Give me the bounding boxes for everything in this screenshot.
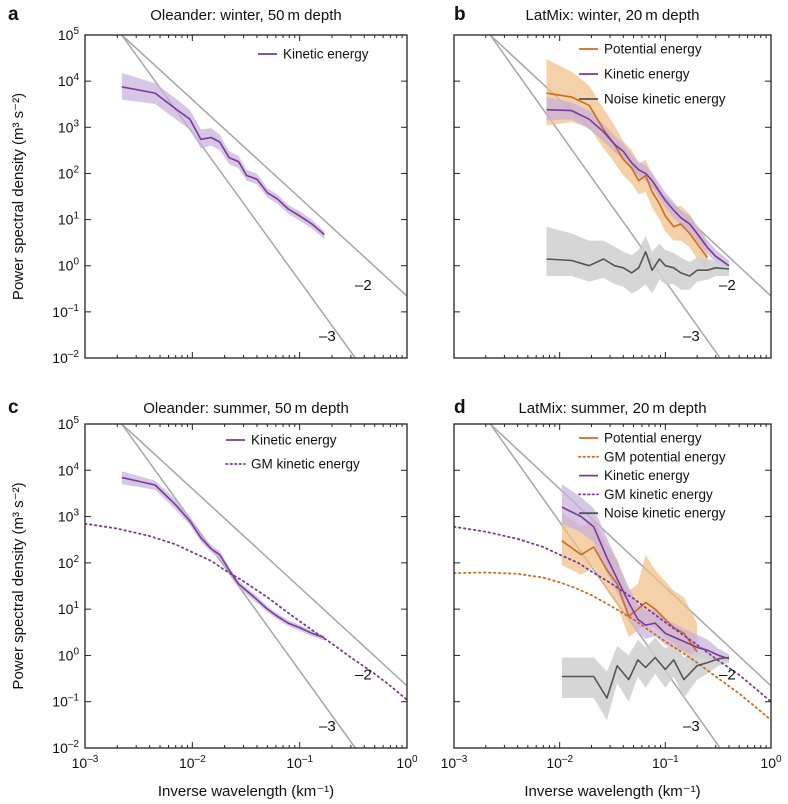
legend-entry: GM kinetic energy	[251, 457, 360, 472]
y-tick-label: 104	[58, 72, 80, 89]
panel-label: d	[454, 397, 466, 418]
y-tick-label: 104	[58, 461, 80, 478]
y-tick-label: 101	[58, 600, 80, 617]
axes-frame	[453, 34, 772, 359]
legend-entry: Noise kinetic energy	[604, 92, 726, 107]
y-tick-label: 103	[58, 508, 80, 525]
legend-entry: Kinetic energy	[604, 67, 690, 82]
legend: Potential energy Kinetic energy Noise kine…	[579, 42, 726, 107]
legend-entry: GM kinetic energy	[604, 487, 713, 502]
legend: Potential energy GM potential energy Kinet…	[578, 431, 726, 521]
panel-label: c	[8, 397, 19, 418]
slope-label-minus3: –3	[683, 718, 700, 735]
y-tick-label: 10–1	[52, 303, 79, 320]
panel-a: 105 104 103 102 101 100 10–1 10–2 a Oleander: win…	[8, 4, 408, 366]
axes-frame	[453, 423, 772, 749]
x-axis-label: Inverse wavelength (km⁻¹)	[524, 783, 700, 800]
slope-label-minus2: –2	[355, 667, 372, 684]
y-tick-label: 10–1	[52, 693, 79, 710]
band-noise-kinetic-energy	[561, 637, 729, 721]
panel-title: LatMix: summer, 20 m depth	[518, 400, 706, 417]
legend-entry: Potential energy	[604, 431, 702, 446]
y-tick-label: 103	[58, 118, 80, 135]
series-kinetic-energy	[546, 108, 730, 267]
slope-label-minus2: –2	[719, 277, 736, 294]
band-kinetic-energy	[121, 73, 325, 239]
y-tick-label: 101	[58, 211, 80, 228]
plot-area	[489, 35, 771, 358]
reference-line-slope-minus2	[121, 35, 407, 297]
panel-title: Oleander: winter, 50 m depth	[150, 7, 341, 24]
series-gm-kinetic-energy	[85, 522, 407, 701]
ticks	[84, 423, 408, 749]
y-axis-label: Power spectral density (m³ s⁻²)	[10, 482, 27, 689]
y-tick-label: 100	[58, 646, 80, 663]
slope-label-minus3: –3	[683, 328, 700, 345]
x-axis-label: Inverse wavelength (km⁻¹)	[158, 783, 334, 800]
series-gm-potential-energy	[454, 571, 771, 721]
ticks	[453, 34, 772, 359]
legend-entry: Kinetic energy	[604, 468, 690, 483]
legend: Kinetic energy GM kinetic energy	[225, 433, 360, 472]
reference-line-slope-minus2	[489, 424, 771, 687]
legend-entry: GM potential energy	[604, 449, 726, 464]
x-tick-label: 10–3	[72, 754, 99, 771]
series-noise-kinetic-energy	[561, 656, 730, 699]
reference-line-slope-minus3	[489, 35, 721, 358]
y-tick-label: 10–2	[52, 739, 79, 756]
y-tick-label: 100	[58, 257, 80, 274]
panel-label: a	[8, 4, 19, 25]
y-tick-label: 102	[58, 554, 80, 571]
x-tick-label: 10–2	[179, 754, 206, 771]
band-noise-kinetic-energy	[546, 226, 729, 294]
panel-label: b	[454, 4, 466, 25]
series-gm-kinetic-energy	[454, 525, 771, 703]
x-tick-label: 100	[396, 754, 418, 771]
slope-label-minus2: –2	[355, 277, 372, 294]
legend: Kinetic energy	[258, 47, 369, 62]
plot-area	[85, 424, 407, 748]
slope-label-minus3: –3	[319, 718, 336, 735]
series-kinetic-energy	[121, 86, 325, 236]
plot-area	[454, 424, 771, 748]
y-axis-label: Power spectral density (m³ s⁻²)	[10, 93, 27, 300]
slope-label-minus3: –3	[319, 328, 336, 345]
legend-entry: Kinetic energy	[251, 433, 337, 448]
panel-b: b LatMix: winter, 20 m depth –2 –3 Potential…	[453, 4, 772, 359]
band-kinetic-energy	[121, 471, 325, 641]
x-tick-label: 10–3	[441, 754, 468, 771]
panel-title: Oleander: summer, 50 m depth	[143, 400, 349, 417]
x-tick-label: 100	[760, 754, 782, 771]
legend-entry: Noise kinetic energy	[604, 506, 726, 521]
axes-frame	[84, 423, 408, 749]
x-tick-label: 10–2	[546, 754, 573, 771]
y-tick-label: 105	[58, 415, 80, 432]
ticks	[453, 423, 772, 749]
x-tick-label: 10–1	[652, 754, 679, 771]
series-kinetic-energy	[121, 476, 325, 639]
band-kinetic-energy	[561, 484, 729, 663]
panel-d: 10–3 10–2 10–1 100 d LatMix: summer, 20 m dep…	[441, 397, 782, 800]
panel-title: LatMix: winter, 20 m depth	[526, 7, 700, 24]
legend-entry: Kinetic energy	[283, 47, 369, 62]
y-tick-label: 10–2	[52, 349, 79, 366]
reference-line-slope-minus3	[121, 35, 356, 358]
y-tick-label: 102	[58, 164, 80, 181]
x-tick-label: 10–1	[286, 754, 313, 771]
series-potential-energy	[546, 92, 709, 259]
series-noise-kinetic-energy	[546, 251, 730, 277]
plot-area	[121, 35, 407, 358]
y-tick-label: 105	[58, 26, 80, 43]
reference-line-slope-minus2	[121, 424, 407, 687]
slope-label-minus2: –2	[719, 667, 736, 684]
ticks	[84, 34, 408, 359]
axes-frame	[84, 34, 408, 359]
legend-entry: Potential energy	[604, 42, 702, 57]
